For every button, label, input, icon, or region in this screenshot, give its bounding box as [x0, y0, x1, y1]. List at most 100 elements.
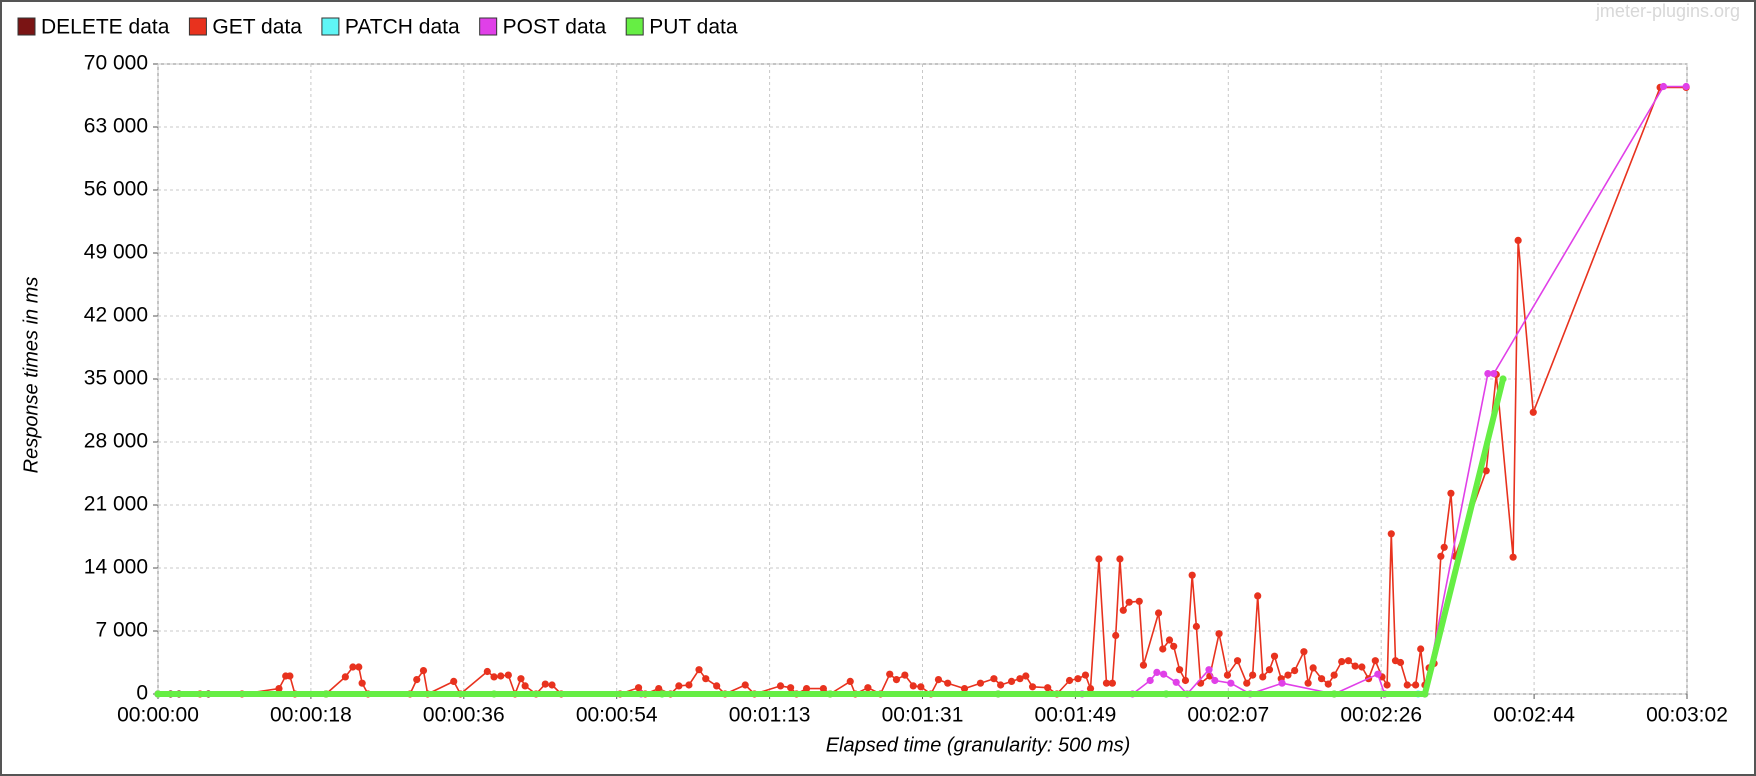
data-point [1192, 622, 1200, 631]
data-point [355, 663, 363, 671]
data-point [976, 679, 985, 687]
data-point [1249, 671, 1257, 679]
data-point [483, 667, 491, 676]
data-point [1447, 489, 1455, 497]
data-point [1028, 683, 1037, 691]
data-point [1291, 667, 1299, 675]
data-point [685, 681, 693, 689]
legend-label: POST data [503, 16, 607, 39]
y-tick-label: 0 [136, 682, 148, 705]
series [154, 375, 1507, 698]
legend-label: DELETE data [41, 16, 170, 39]
x-tick-label: 00:01:31 [882, 704, 964, 727]
x-tick-label: 00:00:36 [423, 704, 505, 727]
data-point [1175, 666, 1184, 674]
legend-swatch [479, 17, 498, 36]
legend-swatch [188, 17, 207, 36]
data-point [1102, 679, 1111, 687]
data-point [1086, 685, 1095, 693]
x-tick-label: 00:01:49 [1035, 704, 1117, 727]
data-point [521, 682, 529, 690]
y-tick-label: 14 000 [84, 556, 148, 579]
data-point [1300, 648, 1308, 656]
data-point [1351, 662, 1359, 670]
data-point [1223, 671, 1232, 679]
series-line [158, 378, 1506, 697]
data-point [1417, 645, 1425, 653]
data-point [1421, 690, 1429, 698]
data-point [787, 684, 795, 692]
data-point [1188, 571, 1196, 579]
data-point [1205, 666, 1213, 674]
data-point [1338, 658, 1346, 666]
data-point [702, 675, 710, 683]
data-point [1170, 642, 1178, 650]
data-point [1139, 661, 1148, 669]
x-tick-label: 00:02:44 [1493, 704, 1575, 727]
y-tick-label: 63 000 [84, 115, 148, 138]
data-point [1383, 681, 1391, 689]
y-tick-label: 35 000 [84, 367, 148, 390]
data-point [1309, 664, 1317, 672]
x-tick-label: 00:02:07 [1187, 704, 1269, 727]
data-point [1007, 677, 1016, 686]
data-point [846, 677, 854, 686]
data-point [504, 671, 512, 679]
data-point [1160, 670, 1168, 678]
y-tick-label: 28 000 [84, 430, 148, 453]
data-point [1529, 408, 1537, 416]
data-point [1509, 553, 1517, 561]
data-point [1081, 671, 1090, 679]
data-point [1330, 671, 1338, 679]
x-tick-label: 00:02:26 [1340, 704, 1422, 727]
data-point [826, 690, 834, 698]
data-point [1215, 630, 1223, 638]
legend-label: GET data [212, 16, 302, 39]
legend-label: PATCH data [345, 16, 460, 39]
data-point [1682, 82, 1690, 91]
data-point [990, 675, 998, 683]
data-point [1482, 467, 1490, 475]
data-point [741, 681, 749, 689]
data-point [1499, 375, 1507, 383]
legend-swatch [17, 17, 36, 36]
data-point [1159, 645, 1167, 653]
data-point [497, 672, 505, 680]
data-point [1233, 657, 1242, 665]
data-point [1514, 236, 1522, 244]
data-point [1284, 671, 1292, 679]
data-point [490, 690, 498, 698]
data-point [1490, 370, 1498, 378]
data-point [1387, 530, 1395, 538]
data-point [1172, 678, 1180, 686]
data-point [419, 667, 428, 675]
data-point [909, 682, 917, 690]
data-point [413, 676, 421, 684]
data-point [944, 679, 952, 687]
x-axis-title: Elapsed time (granularity: 500 ms) [826, 734, 1131, 756]
data-point [1227, 679, 1235, 687]
data-point [1044, 684, 1052, 692]
data-point [1265, 666, 1274, 674]
data-point [1330, 690, 1338, 698]
data-point [1022, 672, 1030, 680]
x-tick-label: 00:03:02 [1646, 704, 1728, 727]
data-point [1317, 675, 1326, 683]
data-point [1437, 552, 1445, 560]
data-point [1125, 598, 1133, 606]
data-point [901, 671, 909, 679]
data-point [1108, 679, 1116, 687]
data-point [864, 684, 872, 692]
data-point [341, 673, 349, 681]
legend-swatch [625, 17, 644, 36]
data-point [1270, 652, 1279, 660]
data-point [776, 682, 785, 690]
data-point [1154, 609, 1163, 617]
x-tick-label: 00:01:13 [729, 704, 811, 727]
y-tick-label: 42 000 [84, 304, 148, 327]
data-point [517, 675, 525, 683]
data-point [802, 685, 811, 693]
data-point [322, 690, 330, 698]
